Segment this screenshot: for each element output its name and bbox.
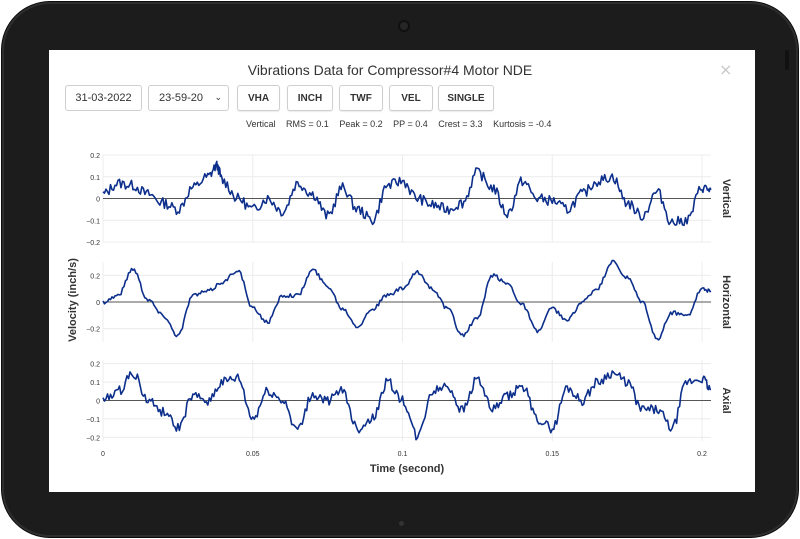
vertical-waveform-line: [102, 160, 712, 227]
vertical-panel-label: Vertical: [720, 179, 732, 218]
x-tick-label: 0.2: [697, 451, 707, 458]
horizontal-y-tick-label: 0: [96, 300, 100, 307]
horizontal-y-tick-label: 0.2: [90, 273, 100, 280]
time-select[interactable]: 23-59-20 ⌄: [148, 85, 229, 111]
x-tick-label: 0.1: [398, 451, 408, 458]
vertical-y-tick-label: 0.2: [90, 153, 100, 160]
date-input[interactable]: 31-03-2022: [65, 85, 142, 111]
y-axis-title: Velocity (inch/s): [67, 258, 79, 342]
close-icon[interactable]: ×: [719, 60, 733, 79]
twf-button[interactable]: TWF: [339, 85, 383, 111]
vertical-y-tick-label: −0.1: [86, 218, 100, 225]
axial-y-tick-label: 0.2: [90, 362, 100, 369]
x-axis-title: Time (second): [370, 463, 445, 475]
horizontal-y-tick-label: −0.2: [86, 327, 100, 334]
camera-icon: [398, 20, 410, 32]
stats-line: Vertical RMS = 0.1 Peak = 0.2 PP = 0.4 C…: [246, 119, 559, 129]
horizontal-panel-label: Horizontal: [720, 275, 732, 329]
stats-crest: Crest = 3.3: [438, 119, 483, 129]
axial-y-tick-label: 0: [96, 399, 100, 406]
x-tick-label: 0.15: [545, 451, 559, 458]
horizontal-waveform-line: [102, 259, 712, 341]
modal-title: Vibrations Data for Compressor#4 Motor N…: [247, 62, 533, 78]
axial-y-tick-label: −0.1: [86, 417, 100, 424]
sensor-dot: [399, 521, 404, 526]
vel-button[interactable]: VEL: [389, 85, 433, 111]
axial-y-tick-label: −0.2: [86, 435, 100, 442]
axial-panel-label: Axial: [720, 387, 732, 413]
stats-kurtosis: Kurtosis = -0.4: [493, 119, 552, 129]
stats-peak: Peak = 0.2: [339, 119, 383, 129]
stats-rms: RMS = 0.1: [286, 119, 329, 129]
axial-waveform-line: [102, 370, 712, 441]
x-tick-label: 0.05: [246, 451, 260, 458]
chevron-down-icon: ⌄: [214, 93, 222, 103]
inch-button[interactable]: INCH: [287, 85, 333, 111]
vertical-y-tick-label: 0: [96, 197, 100, 204]
vertical-y-tick-label: 0.1: [90, 175, 100, 182]
single-button[interactable]: SINGLE: [438, 85, 494, 111]
time-select-value: 23-59-20: [159, 92, 204, 104]
stats-pp: PP = 0.4: [393, 119, 428, 129]
side-button: [785, 50, 789, 70]
stats-axis: Vertical: [246, 119, 276, 129]
x-tick-label: 0: [101, 451, 105, 458]
vibration-waveform-chart: 0.2 0.1 0 −0.1 −0.2 Vertical 0.2 0 −0.2 Horizonta…: [67, 153, 732, 475]
vha-button[interactable]: VHA: [237, 85, 280, 111]
axial-y-tick-label: 0.1: [90, 380, 100, 387]
vibration-modal: Vibrations Data for Compressor#4 Motor N…: [49, 50, 755, 492]
vertical-y-tick-label: −0.2: [86, 240, 100, 247]
